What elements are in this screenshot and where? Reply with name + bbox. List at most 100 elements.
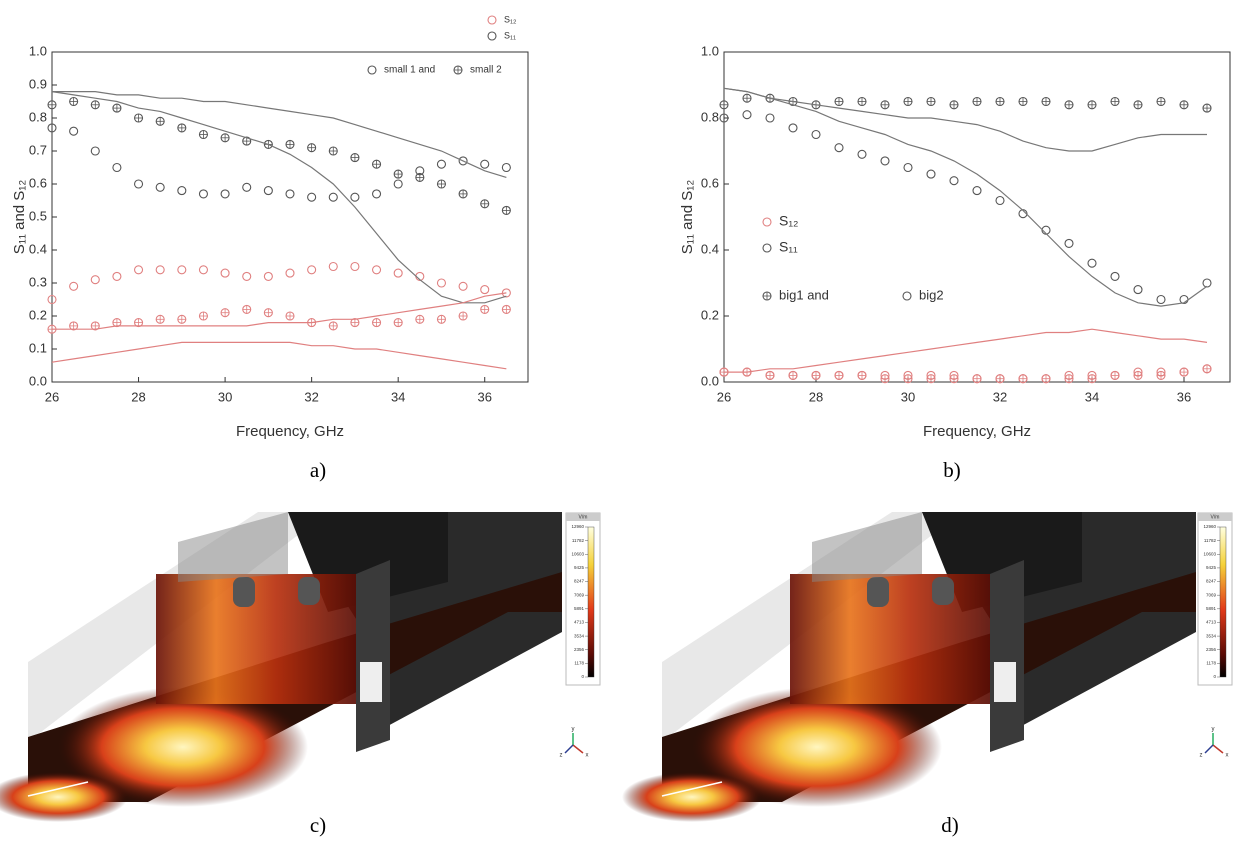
data-point xyxy=(307,265,317,275)
data-point xyxy=(811,129,821,140)
data-point xyxy=(328,261,338,272)
data-point xyxy=(350,261,360,272)
colorbar-tick-label: 3534 xyxy=(1206,633,1217,638)
data-point xyxy=(501,162,511,173)
colorbar-tick-label: 7069 xyxy=(1206,592,1217,597)
colorbar-tick-label: 9425 xyxy=(574,565,585,570)
y-tick-label: 0.0 xyxy=(701,373,719,388)
colorbar-tick-label: 5891 xyxy=(574,606,585,611)
data-point xyxy=(1064,238,1074,248)
data-point xyxy=(155,182,165,192)
y-tick-label: 1.0 xyxy=(29,43,47,58)
x-tick-label: 36 xyxy=(477,389,491,404)
y-tick-label: 0.2 xyxy=(701,307,719,322)
legend-label: S₁₂ xyxy=(504,14,517,24)
colorbar-tick-label: 12960 xyxy=(571,524,584,529)
data-point xyxy=(480,285,490,295)
y-axis-title: S₁₁ and S₁₂ xyxy=(11,180,28,255)
colorbar-unit: V/m xyxy=(1211,514,1220,520)
series-line xyxy=(52,91,507,178)
data-point xyxy=(263,271,273,281)
colorbar-tick-label: 10603 xyxy=(1203,551,1216,556)
y-tick-label: 0.6 xyxy=(29,175,47,190)
axis-triad-arrow xyxy=(1212,744,1224,754)
colorbar-tick-label: 9425 xyxy=(1206,565,1217,570)
colorbar-tick-label: 8247 xyxy=(1206,579,1217,584)
y-tick-label: 0.4 xyxy=(701,241,719,256)
data-point xyxy=(47,294,57,305)
x-tick-label: 30 xyxy=(218,389,232,404)
legend-marker xyxy=(902,291,912,301)
panel-label: b) xyxy=(943,458,961,482)
x-tick-label: 30 xyxy=(901,389,915,404)
data-point xyxy=(436,159,447,169)
data-point xyxy=(458,156,468,166)
legend-label: small 2 xyxy=(470,65,502,76)
x-tick-label: 34 xyxy=(391,389,405,404)
data-point xyxy=(371,189,382,199)
data-point xyxy=(220,268,230,278)
colorbar-tick-label: 7069 xyxy=(574,592,585,597)
panel-label: c) xyxy=(310,813,326,837)
data-point xyxy=(1133,367,1143,377)
data-point xyxy=(242,271,252,281)
data-point xyxy=(1110,271,1120,281)
x-tick-label: 26 xyxy=(717,389,731,404)
legend-marker xyxy=(487,15,497,25)
series-line xyxy=(723,87,1208,307)
y-tick-label: 0.7 xyxy=(29,142,47,157)
field-map-scene xyxy=(0,511,563,823)
data-point xyxy=(112,162,122,173)
data-point xyxy=(350,192,360,202)
data-point xyxy=(1179,367,1189,377)
data-point xyxy=(719,113,729,123)
x-tick-label: 28 xyxy=(809,389,823,404)
data-point xyxy=(972,374,982,384)
data-point xyxy=(857,149,867,159)
legend-label: S₁₂ xyxy=(779,213,799,229)
data-point xyxy=(69,126,79,136)
plot-frame xyxy=(51,51,529,383)
axis-triad-label: y xyxy=(1212,727,1215,733)
data-point xyxy=(1018,374,1028,384)
x-axis-title: Frequency, GHz xyxy=(236,423,344,440)
panel-label: a) xyxy=(310,458,326,482)
data-point xyxy=(393,268,403,278)
colorbar-tick-label: 0 xyxy=(1213,674,1216,679)
data-point xyxy=(177,265,187,275)
data-point xyxy=(371,265,382,275)
y-tick-label: 0.4 xyxy=(29,241,47,256)
colorbar-box xyxy=(1197,512,1233,686)
y-tick-label: 0.9 xyxy=(29,76,47,91)
data-point xyxy=(133,265,144,275)
data-point xyxy=(198,265,209,275)
data-point xyxy=(328,192,338,202)
data-point xyxy=(949,370,959,380)
x-tick-label: 26 xyxy=(45,389,59,404)
data-point xyxy=(1202,278,1212,288)
series-line xyxy=(51,341,507,370)
data-point xyxy=(742,110,752,120)
series-line xyxy=(51,91,507,304)
data-point xyxy=(811,370,821,380)
y-tick-label: 0.6 xyxy=(701,175,719,190)
colorbar-tick-label: 1178 xyxy=(574,661,584,666)
series-line xyxy=(724,328,1208,373)
data-point xyxy=(1133,285,1143,295)
y-axis-title: S₁₁ and S₁₂ xyxy=(679,180,696,255)
data-point xyxy=(220,189,230,199)
data-point xyxy=(765,113,775,123)
colorbar-tick-label: 11782 xyxy=(572,538,585,543)
legend-label: S₁₁ xyxy=(504,30,516,40)
colorbar-tick-label: 2356 xyxy=(574,647,585,652)
series-line xyxy=(723,87,1207,152)
data-point xyxy=(1087,258,1097,268)
data-point xyxy=(112,271,122,281)
axis-triad-label: y xyxy=(572,727,575,733)
colorbar-unit: V/m xyxy=(579,514,588,520)
data-point xyxy=(1064,370,1074,380)
data-point xyxy=(1202,364,1212,374)
data-point xyxy=(69,281,79,291)
colorbar-tick-label: 10603 xyxy=(571,551,584,556)
